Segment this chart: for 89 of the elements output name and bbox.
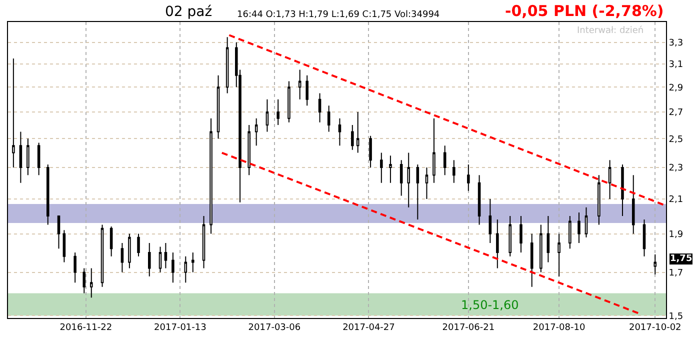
candlestick — [416, 164, 420, 220]
candlestick — [57, 215, 60, 250]
candlestick — [621, 164, 624, 216]
y-tick-label: 3,1 — [668, 60, 684, 70]
candlestick — [432, 118, 436, 184]
candlestick — [546, 215, 550, 263]
candlestick — [452, 160, 456, 184]
candlestick — [338, 118, 342, 146]
candlestick — [425, 167, 428, 200]
candlestick — [327, 105, 330, 132]
candlestick — [443, 145, 446, 176]
candlestick — [266, 98, 269, 132]
candlestick — [148, 242, 151, 277]
candlestick — [356, 111, 360, 154]
x-tick-label: 2017-06-21 — [442, 322, 495, 333]
candlestick — [400, 160, 403, 196]
candlestick — [62, 230, 66, 263]
candlestick — [288, 80, 290, 123]
candlestick — [82, 268, 86, 294]
candlestick — [407, 152, 410, 208]
chart-title: 02 paź — [165, 4, 212, 20]
candlestick — [46, 164, 50, 226]
candlestick — [19, 131, 22, 184]
y-tick-label: 2,7 — [668, 108, 684, 118]
candlestick — [226, 36, 229, 94]
candlestick — [216, 74, 220, 140]
candlestick — [306, 74, 308, 106]
chart-subtitle: 16:44 O:1,73 H:1,79 L:1,69 C:1,75 Vol:34994 — [237, 10, 440, 20]
candlestick — [158, 246, 162, 273]
candlestick — [608, 160, 612, 200]
annotation: 1,75 — [670, 254, 692, 264]
candlestick — [578, 212, 580, 244]
candlestick — [654, 254, 657, 275]
x-tick-label: 2017-08-10 — [532, 322, 586, 333]
candlestick — [598, 174, 600, 226]
candlestick — [389, 155, 392, 184]
candlestick — [540, 224, 542, 273]
candlestick — [584, 206, 588, 238]
x-tick-label: 2016-11-22 — [60, 322, 112, 333]
candlestick — [369, 135, 372, 168]
candlestick — [26, 138, 30, 176]
candlestick — [351, 124, 354, 150]
y-tick-label: 2,5 — [668, 134, 684, 145]
candlestick — [90, 268, 93, 298]
candlestick — [568, 215, 572, 250]
y-tick-label: 1,5 — [668, 312, 684, 322]
candlestick — [558, 233, 560, 277]
candlestick — [496, 218, 499, 269]
candlestick — [164, 242, 168, 269]
candlestick — [488, 198, 492, 244]
candlestick — [184, 256, 188, 284]
candlestick — [508, 215, 512, 257]
x-tick-label: 2017-10-02 — [628, 322, 682, 333]
candlestick — [520, 215, 522, 253]
candlestick — [467, 164, 470, 192]
candlestick — [632, 174, 635, 234]
candlestick — [120, 242, 124, 273]
annotation: Interwał: dzień — [577, 25, 644, 36]
candlestick — [210, 118, 212, 234]
candlestick — [128, 233, 131, 269]
y-tick-label: 2,3 — [668, 164, 684, 174]
candlestick — [100, 224, 104, 288]
candlestick — [137, 233, 140, 257]
y-tick-label: 2,9 — [668, 83, 684, 94]
text: -0,05 PLN (-2,78%) — [505, 2, 664, 20]
candlestick — [276, 98, 280, 126]
y-tick-label: 3,3 — [668, 38, 684, 49]
y-tick-label: 2,1 — [668, 195, 684, 206]
x-tick-label: 2017-01-13 — [154, 322, 206, 333]
candlestick — [318, 92, 322, 123]
candlestick — [202, 215, 206, 269]
x-tick-label: 2017-03-06 — [248, 322, 301, 333]
candlestick — [248, 124, 250, 176]
candlestick — [642, 218, 646, 257]
candlestick — [110, 226, 113, 257]
candlestick — [74, 252, 76, 284]
y-tick-label: 1,7 — [668, 268, 684, 278]
band-label: 1,50-1,60 — [461, 298, 519, 312]
candlestick — [530, 233, 534, 288]
candlestick — [37, 142, 40, 176]
candlestick — [254, 118, 258, 146]
candlestick — [478, 174, 481, 226]
candlestick — [298, 69, 302, 100]
candlestick — [192, 252, 194, 273]
x-tick-label: 2017-04-27 — [342, 322, 395, 333]
candlestick — [12, 58, 15, 168]
y-tick-label: 1,9 — [668, 230, 684, 240]
candlestick — [380, 152, 383, 184]
candlestick — [172, 252, 174, 284]
